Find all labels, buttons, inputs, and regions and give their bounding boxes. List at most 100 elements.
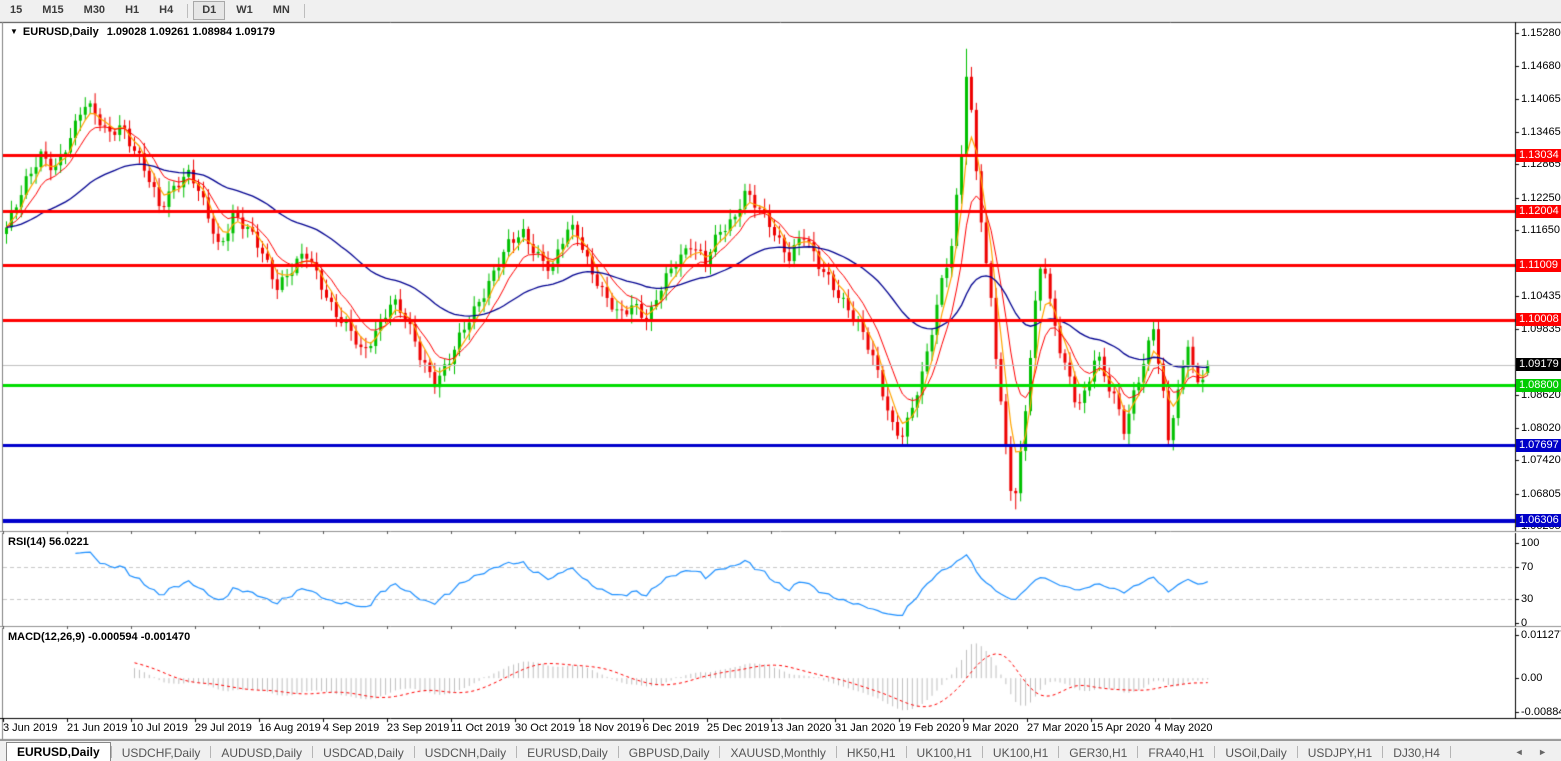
date-axis-label: 11 Oct 2019: [451, 722, 511, 734]
price-tick: 1.15280: [1521, 26, 1561, 39]
symbol-tab-uk100-h1[interactable]: UK100,H1: [992, 746, 1049, 760]
rsi-axis-tick: 30: [1521, 593, 1534, 605]
tab-separator: [981, 746, 983, 758]
symbol-tab-eurusd-daily[interactable]: EURUSD,Daily: [527, 746, 608, 760]
date-axis-label: 23 Sep 2019: [387, 722, 450, 734]
tab-scroll-arrows[interactable]: ◄ ►: [1514, 746, 1553, 757]
chart-symbol-label: EURUSD,Daily: [22, 26, 99, 38]
symbol-tab-usoil-daily[interactable]: USOil,Daily: [1225, 746, 1287, 760]
date-axis-label: 31 Jan 2020: [835, 722, 896, 734]
price-tick: 1.12250: [1521, 191, 1561, 204]
date-axis-label: 13 Jan 2020: [771, 722, 832, 734]
date-axis-label: 15 Apr 2020: [1091, 722, 1151, 734]
price-level-label: 1.08800: [1516, 378, 1561, 392]
timeframe-button-d1[interactable]: D1: [193, 1, 226, 20]
tab-separator: [1296, 746, 1298, 758]
price-level-label: 1.12004: [1516, 204, 1561, 218]
timeframe-button-h1[interactable]: H1: [125, 4, 140, 16]
date-axis-label: 6 Dec 2019: [643, 722, 700, 734]
rsi-value: 56.0221: [48, 536, 89, 548]
toolbar-separator: [187, 3, 189, 18]
tab-separator: [905, 746, 907, 758]
timeframe-button-w1[interactable]: W1: [236, 4, 253, 16]
symbol-tab-ger30-h1[interactable]: GER30,H1: [1069, 746, 1128, 760]
tab-separator: [312, 746, 314, 758]
symbol-tab-dj30-h4[interactable]: DJ30,H4: [1393, 746, 1440, 760]
tab-separator: [719, 746, 721, 758]
symbol-tab-fra40-h1[interactable]: FRA40,H1: [1148, 746, 1205, 760]
rsi-indicator-label: RSI(14) 56.0221: [8, 536, 89, 548]
price-tick: 1.14680: [1521, 59, 1561, 72]
price-level-label: 1.13034: [1516, 148, 1561, 162]
price-tick: 1.11650: [1521, 224, 1560, 237]
price-tick: 1.08620: [1521, 389, 1561, 402]
tab-separator: [516, 746, 518, 758]
symbol-tab-usdcad-daily[interactable]: USDCAD,Daily: [323, 746, 404, 760]
symbol-tab-xauusd-monthly[interactable]: XAUUSD,Monthly: [730, 746, 826, 760]
macd-name: MACD(12,26,9): [8, 631, 86, 643]
tab-separator: [110, 746, 112, 758]
date-axis-label: 29 Jul 2019: [195, 722, 252, 734]
symbol-tab-bar: EURUSD,Daily USDCHF,Daily AUDUSD,Daily USDC…: [0, 740, 1561, 761]
macd-axis-tick: -0.008845: [1521, 706, 1561, 718]
chart-dropdown-icon[interactable]: ▼: [10, 27, 18, 36]
tab-separator: [1449, 746, 1451, 758]
date-axis-label: 30 Oct 2019: [515, 722, 575, 734]
date-axis-label: 19 Feb 2020: [899, 722, 961, 734]
tab-separator: [413, 746, 415, 758]
price-tick: 1.07420: [1521, 454, 1561, 467]
timeframe-button-15[interactable]: 15: [10, 4, 23, 16]
price-tick: 1.14065: [1521, 93, 1561, 106]
tab-separator: [835, 746, 837, 758]
date-axis-label: 10 Jul 2019: [131, 722, 188, 734]
rsi-name: RSI(14): [8, 536, 46, 548]
price-tick: 1.13465: [1521, 125, 1561, 138]
macd-axis-tick: 0.00: [1521, 672, 1543, 685]
timeframe-button-h4[interactable]: H4: [159, 4, 174, 16]
symbol-tab-usdjpy-h1[interactable]: USDJPY,H1: [1307, 746, 1373, 760]
date-axis-label: 3 Jun 2019: [3, 722, 58, 734]
timeframe-button-mn[interactable]: MN: [272, 4, 290, 16]
rsi-axis-tick: 100: [1521, 537, 1540, 549]
symbol-tab-audusd-daily[interactable]: AUDUSD,Daily: [221, 746, 303, 760]
tab-separator: [1382, 746, 1384, 758]
price-tick: 1.08020: [1521, 421, 1561, 434]
date-axis-label: 18 Nov 2019: [579, 722, 642, 734]
date-axis-label: 16 Aug 2019: [259, 722, 321, 734]
symbol-tab-usdchf-daily[interactable]: USDCHF,Daily: [121, 746, 201, 760]
tab-separator: [210, 746, 212, 758]
symbol-tab-hk50-h1[interactable]: HK50,H1: [846, 746, 896, 760]
symbol-tab-uk100-h1[interactable]: UK100,H1: [916, 746, 972, 760]
toolbar-separator: [303, 3, 305, 18]
macd-indicator-label: MACD(12,26,9) -0.000594 -0.001470: [8, 631, 190, 643]
symbol-tab-usdcnh-daily[interactable]: USDCNH,Daily: [424, 746, 507, 760]
symbol-tab-eurusd-daily[interactable]: EURUSD,Daily: [6, 742, 111, 761]
price-level-label: 1.11009: [1516, 258, 1561, 272]
date-axis-label: 25 Dec 2019: [707, 722, 770, 734]
price-level-label: 1.10008: [1516, 313, 1561, 327]
date-axis-label: 9 Mar 2020: [963, 722, 1019, 734]
price-tick: 1.06805: [1521, 487, 1561, 500]
macd-values: -0.000594 -0.001470: [88, 631, 191, 643]
price-level-label: 1.09179: [1516, 358, 1561, 372]
price-tick: 1.10435: [1521, 290, 1561, 303]
rsi-axis-tick: 0: [1521, 617, 1528, 629]
macd-axis-tick: 0.011277: [1521, 629, 1561, 641]
timeframe-toolbar: 15 M15 M30 H1 H4 D1 W1 MN: [0, 0, 1561, 22]
tab-separator: [1214, 746, 1216, 758]
date-axis-label: 4 Sep 2019: [323, 722, 380, 734]
tab-separator: [1058, 746, 1060, 758]
timeframe-button-m30[interactable]: M30: [83, 4, 106, 16]
tab-separator: [617, 746, 619, 758]
chart-title: ▼ EURUSD,Daily 1.09028 1.09261 1.08984 1.0…: [10, 26, 275, 38]
rsi-axis-tick: 70: [1521, 561, 1534, 573]
date-axis-label: 4 May 2020: [1155, 722, 1213, 734]
price-level-label: 1.06306: [1516, 514, 1561, 528]
symbol-tab-gbpusd-daily[interactable]: GBPUSD,Daily: [628, 746, 710, 760]
price-level-label: 1.07697: [1516, 438, 1561, 452]
timeframe-button-m15[interactable]: M15: [42, 4, 64, 16]
tab-separator: [1137, 746, 1139, 758]
chart-ohlc-values: 1.09028 1.09261 1.08984 1.09179: [106, 26, 275, 38]
